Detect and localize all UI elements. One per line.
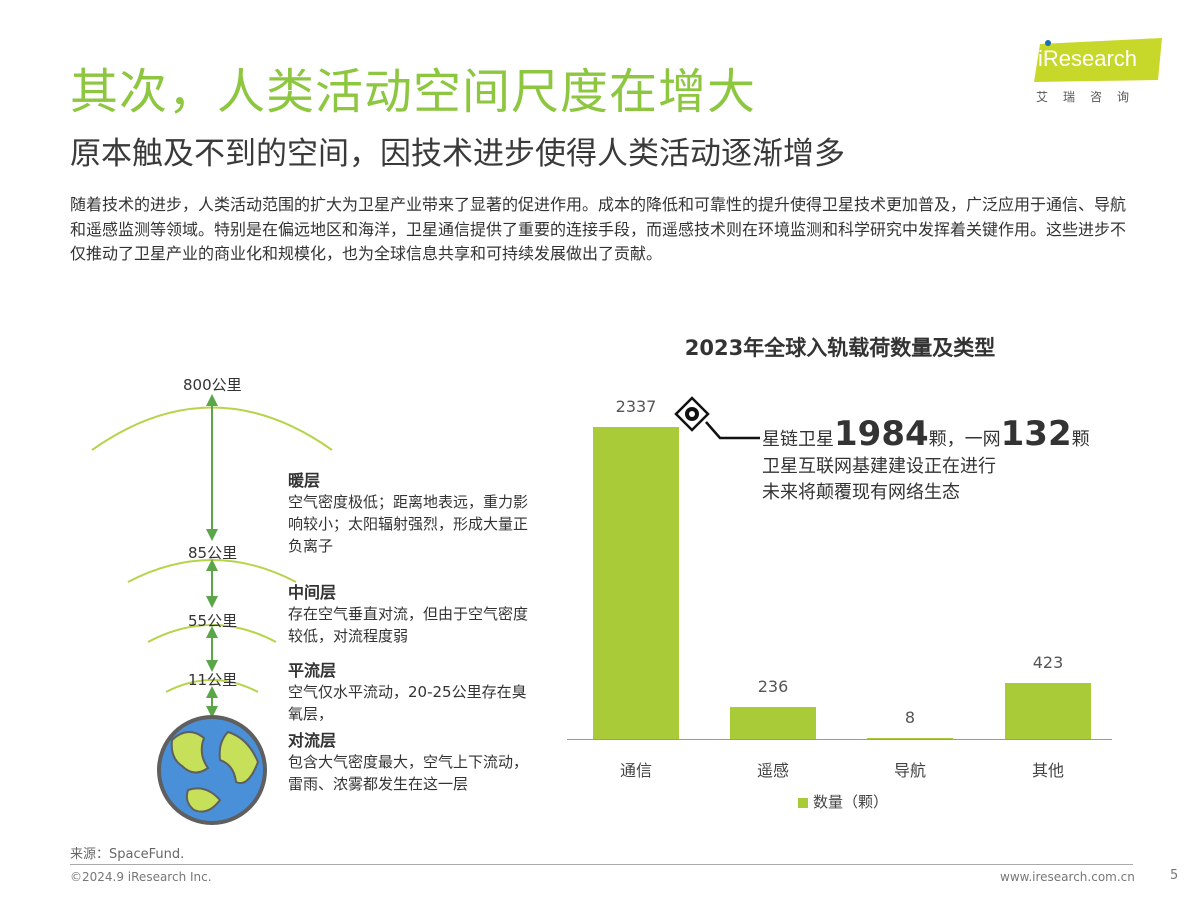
layer-description: 存在空气垂直对流，但由于空气密度较低，对流程度弱 — [288, 605, 529, 645]
footer-divider — [70, 864, 1133, 865]
page-number: 5 — [1170, 868, 1179, 883]
callout-connector — [674, 396, 760, 440]
earth-icon — [157, 715, 267, 825]
bar — [1005, 682, 1091, 739]
logo-badge — [1034, 38, 1162, 82]
callout-suffix: 颗 — [1071, 429, 1090, 450]
troposphere-arc — [165, 679, 259, 693]
source-note: 来源：SpaceFund. — [70, 847, 185, 862]
layer-description: 空气仅水平流动，20-25公里存在臭氧层， — [288, 683, 527, 723]
callout-headline: 星链卫星1984颗，一网132颗 — [762, 414, 1090, 454]
bar-value-label: 8 — [904, 707, 916, 727]
category-label: 遥感 — [756, 761, 789, 780]
callout-number-oneweb: 132 — [1000, 414, 1072, 454]
altitude-label: 800公里 — [183, 376, 242, 394]
bar-value-label: 2337 — [615, 397, 657, 416]
atmosphere-diagram — [91, 394, 333, 825]
altitude-label: 85公里 — [188, 544, 238, 562]
layer-description: 空气密度极低；距离地表远，重力影响较小；太阳辐射强烈，形成大量正负离子 — [288, 493, 529, 555]
bar-value-label: 423 — [1032, 652, 1064, 672]
category-label: 其他 — [1031, 761, 1064, 780]
target-icon — [674, 396, 710, 432]
bar-value-label: 236 — [757, 677, 789, 697]
starlink-callout: 星链卫星1984颗，一网132颗 卫星互联网基建建设正在进行 未来将颠覆现有网络… — [762, 414, 1090, 506]
page-title: 其次，人类活动空间尺度在增大 — [70, 64, 757, 120]
chart-legend: 数量（颗） — [798, 791, 888, 812]
layer-troposphere: 对流层 包含大气密度最大，空气上下流动，雷雨、浓雾都发生在这一层 — [288, 727, 528, 795]
layer-mesosphere: 中间层 存在空气垂直对流，但由于空气密度较低，对流程度弱 — [288, 579, 528, 647]
altitude-label: 11公里 — [188, 671, 238, 689]
logo-chinese-name: 艾瑞咨询 — [1036, 90, 1145, 104]
layer-thermosphere: 暖层 空气密度极低；距离地表远，重力影响较小；太阳辐射强烈，形成大量正负离子 — [288, 467, 528, 557]
intro-paragraph: 随着技术的进步，人类活动范围的扩大为卫星产业带来了显著的促进作用。成本的降低和可… — [70, 195, 1127, 263]
category-label: 导航 — [893, 761, 926, 780]
callout-line: 未来将颠覆现有网络生态 — [762, 482, 960, 503]
category-label: 通信 — [619, 761, 652, 780]
copyright: ©2024.9 iResearch Inc. — [70, 870, 212, 884]
layer-title: 暖层 — [288, 471, 321, 490]
layer-title: 中间层 — [288, 583, 337, 602]
callout-line: 卫星互联网基建建设正在进行 — [762, 456, 996, 477]
layer-title: 平流层 — [288, 661, 337, 680]
callout-prefix: 星链卫星 — [762, 429, 834, 450]
stratosphere-arc — [147, 624, 277, 643]
altitude-label: 55公里 — [188, 612, 238, 630]
bar — [593, 427, 679, 739]
callout-number-starlink: 1984 — [834, 414, 929, 454]
iresearch-logo: iResearch 艾瑞咨询 — [1030, 38, 1165, 108]
legend-swatch — [798, 797, 808, 808]
callout-mid: 颗，一网 — [928, 429, 1001, 450]
chart-title: 2023年全球入轨载荷数量及类型 — [684, 336, 996, 360]
logo-text: iResearch — [1038, 46, 1138, 71]
legend-label: 数量（颗） — [813, 793, 889, 811]
x-axis-line — [567, 739, 1112, 740]
bar — [730, 707, 816, 739]
layer-title: 对流层 — [288, 731, 337, 750]
website-link[interactable]: www.iresearch.com.cn — [1000, 870, 1135, 884]
layer-description: 包含大气密度最大，空气上下流动，雷雨、浓雾都发生在这一层 — [288, 753, 529, 793]
layer-stratosphere: 平流层 空气仅水平流动，20-25公里存在臭氧层， — [288, 657, 528, 725]
page-subtitle: 原本触及不到的空间，因技术进步使得人类活动逐渐增多 — [70, 136, 845, 172]
